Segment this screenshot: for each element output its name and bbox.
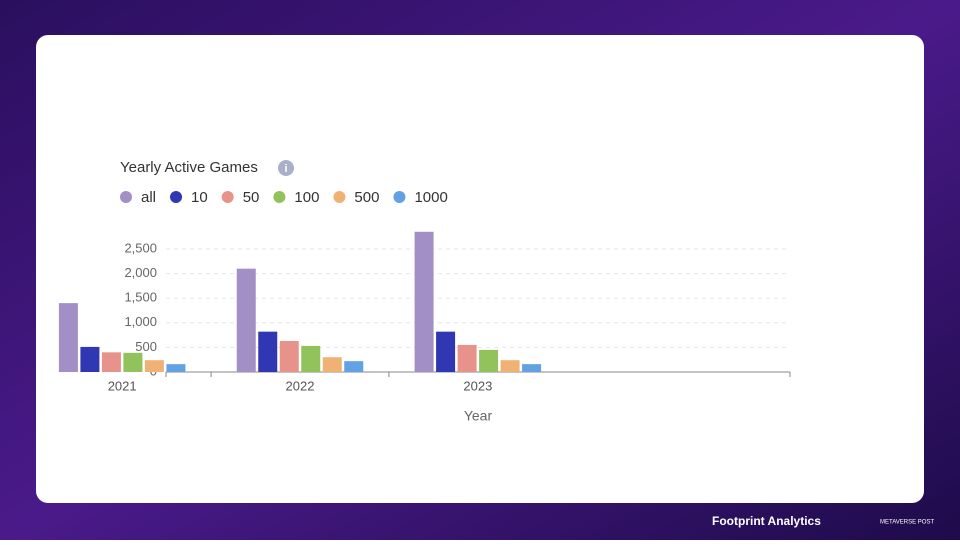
legend-label: 50	[243, 189, 260, 206]
y-tick-label: 1,500	[124, 290, 157, 305]
chart-title: Yearly Active Games	[120, 159, 258, 176]
card	[36, 35, 924, 503]
bar	[279, 341, 299, 372]
bar	[101, 352, 121, 372]
y-tick-label: 1,000	[124, 314, 157, 329]
bar	[123, 352, 143, 372]
legend-label: 1000	[414, 189, 447, 206]
bar	[500, 360, 520, 372]
legend-label: 100	[294, 189, 319, 206]
bar	[236, 268, 256, 372]
x-axis-label: Year	[464, 408, 493, 424]
legend-label: all	[141, 189, 156, 206]
footer-partner: METAVERSE POST	[880, 520, 934, 526]
bar	[322, 357, 342, 372]
bar	[414, 231, 434, 372]
legend-swatch	[393, 191, 406, 203]
bar	[457, 344, 477, 372]
legend-swatch	[333, 191, 346, 203]
legend-swatch	[170, 191, 183, 203]
bar	[344, 361, 364, 372]
bar	[58, 303, 78, 372]
legend-swatch	[120, 191, 132, 203]
legend-label: 10	[191, 189, 208, 206]
info-icon[interactable]	[278, 160, 294, 176]
bar	[301, 345, 321, 372]
x-tick-label: 2023	[463, 378, 492, 393]
x-tick-label: 2021	[108, 378, 137, 393]
footer-brand: Footprint Analytics	[712, 514, 821, 528]
bar	[258, 331, 278, 372]
bar	[80, 346, 100, 372]
legend-label: 500	[354, 189, 379, 206]
bar	[144, 360, 164, 372]
info-glyph: i	[284, 163, 287, 175]
y-tick-label: 2,500	[124, 240, 157, 255]
bar	[166, 364, 186, 372]
bar	[479, 349, 499, 372]
x-tick-label: 2022	[286, 378, 315, 393]
bar	[436, 331, 456, 372]
legend-swatch	[221, 191, 234, 203]
bar	[522, 364, 542, 372]
y-tick-label: 2,000	[124, 265, 157, 280]
y-tick-label: 500	[135, 339, 157, 354]
legend-swatch	[273, 191, 286, 203]
